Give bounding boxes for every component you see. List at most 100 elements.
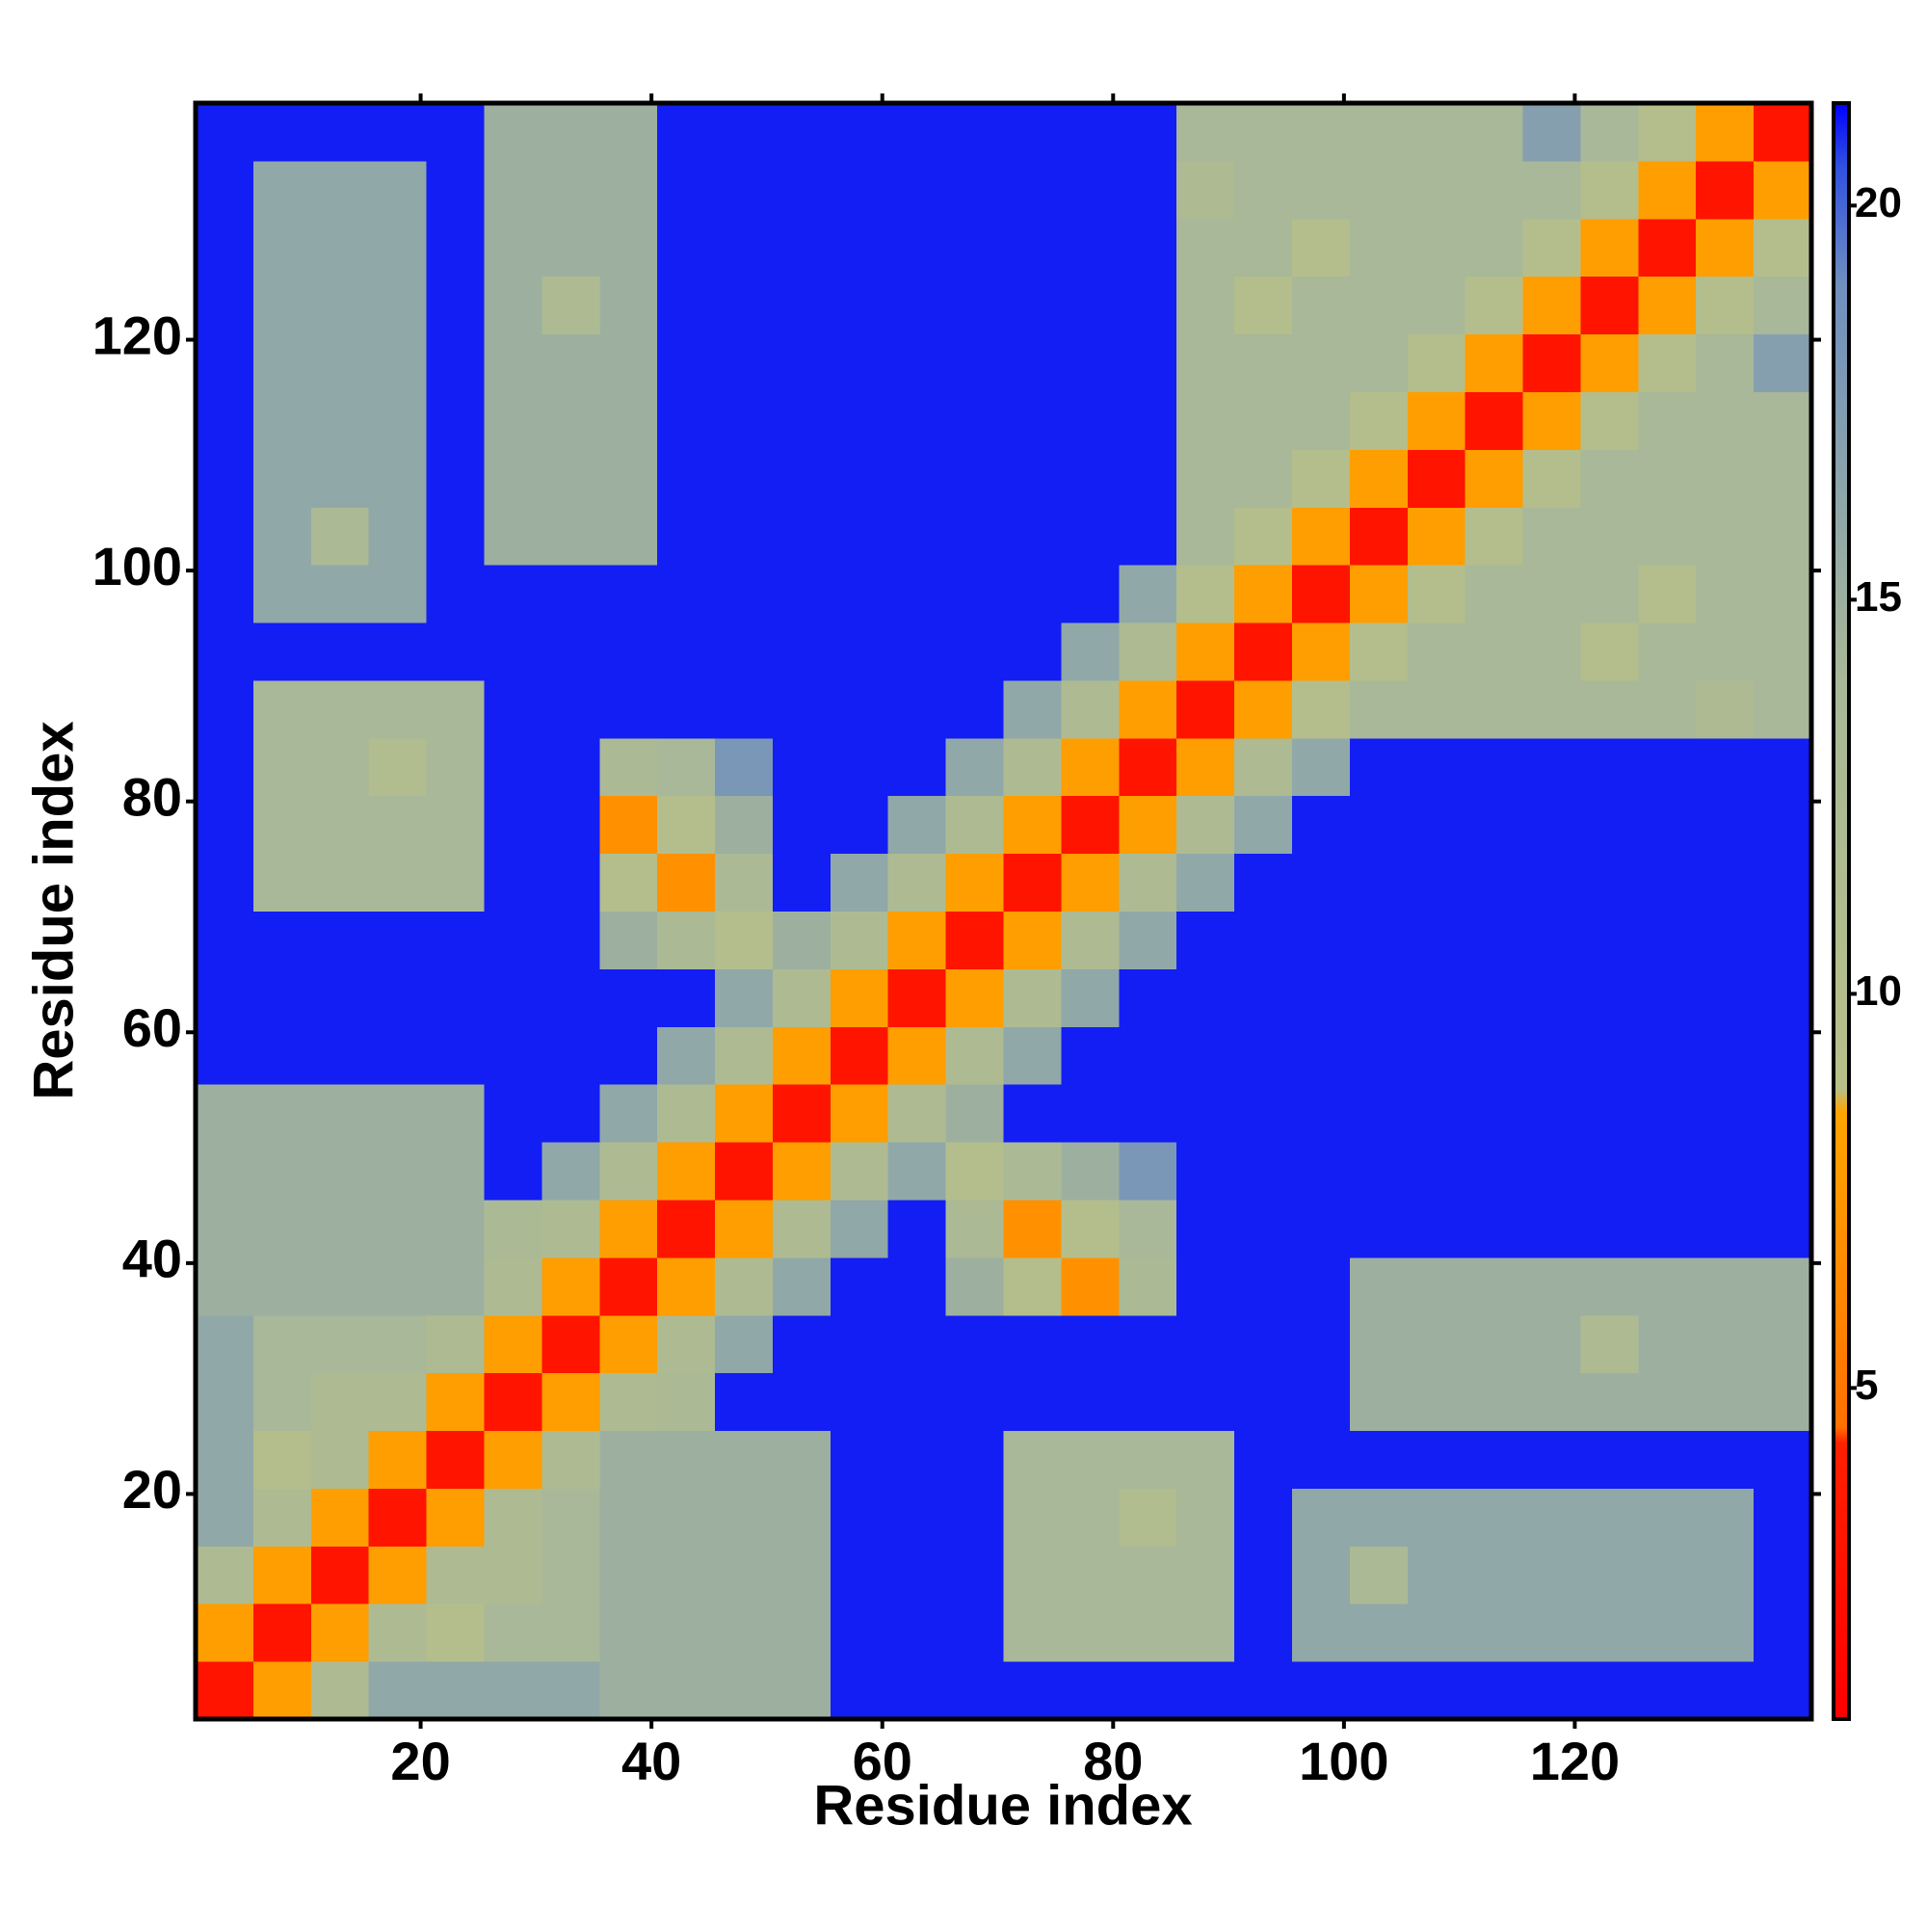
heatmap-cell	[1465, 103, 1524, 162]
heatmap-cell	[887, 795, 947, 855]
heatmap-cell	[887, 507, 947, 566]
heatmap-cell	[1003, 968, 1062, 1027]
heatmap-cell	[945, 1314, 1004, 1374]
heatmap-cell	[657, 968, 716, 1027]
colorbar-tick-label: 10	[1855, 967, 1902, 1015]
heatmap-cell	[1580, 968, 1639, 1027]
heatmap-cell	[1696, 449, 1755, 508]
heatmap-cell	[1638, 333, 1697, 392]
heatmap-cell	[484, 333, 542, 392]
heatmap-cell	[484, 1488, 542, 1547]
heatmap-cell	[484, 1603, 542, 1662]
x-tick-label: 80	[1083, 1731, 1143, 1791]
heatmap-cell	[1638, 968, 1697, 1027]
heatmap-cell	[1407, 1257, 1466, 1316]
heatmap-cell	[1176, 853, 1235, 912]
heatmap-cell	[426, 1372, 485, 1432]
heatmap-cell	[830, 1257, 889, 1316]
heatmap-cell	[1349, 911, 1409, 969]
heatmap-cell	[945, 1488, 1004, 1547]
heatmap-cell	[1349, 1546, 1409, 1604]
heatmap-cell	[599, 507, 658, 566]
heatmap-cell	[310, 1084, 370, 1143]
heatmap-cell	[1349, 622, 1409, 681]
heatmap-cell	[1291, 622, 1351, 681]
heatmap-cell	[945, 449, 1004, 508]
heatmap-cell	[772, 1314, 832, 1374]
heatmap-cell	[1465, 679, 1524, 739]
heatmap-cell	[1003, 1026, 1062, 1085]
heatmap-cell	[1465, 1314, 1524, 1374]
heatmap-cell	[196, 1026, 254, 1085]
heatmap-cell	[252, 911, 312, 969]
x-tick-label: 100	[1299, 1731, 1388, 1791]
heatmap-cell	[772, 103, 832, 162]
heatmap-cell	[1003, 218, 1062, 278]
heatmap-cell	[657, 218, 716, 278]
heatmap-cell	[657, 1430, 716, 1489]
heatmap-cell	[887, 737, 947, 797]
heatmap-cell	[772, 333, 832, 392]
heatmap-cell	[1407, 160, 1466, 220]
heatmap-cell	[887, 1661, 947, 1720]
heatmap-cell	[1696, 1372, 1755, 1432]
heatmap-cell	[1407, 622, 1466, 681]
heatmap-cell	[1176, 1546, 1235, 1604]
heatmap-cell	[1003, 622, 1062, 681]
heatmap-cell	[1176, 1372, 1235, 1432]
heatmap-cell	[1696, 622, 1755, 681]
heatmap-cell	[1061, 968, 1120, 1027]
heatmap-cell	[1465, 507, 1524, 566]
heatmap-cell	[310, 679, 370, 739]
heatmap-cell	[1349, 1603, 1409, 1662]
heatmap-cell	[1119, 968, 1177, 1027]
heatmap-cell	[1349, 737, 1409, 797]
heatmap-cell	[252, 1372, 312, 1432]
heatmap-cell	[830, 333, 889, 392]
heatmap-cell	[1580, 1430, 1639, 1489]
colorbar-tick-label: 5	[1855, 1362, 1878, 1409]
heatmap-cell	[1349, 1314, 1409, 1374]
heatmap-cell	[1522, 853, 1581, 912]
heatmap-cell	[310, 103, 370, 162]
heatmap-cell	[310, 1661, 370, 1720]
heatmap-cell	[196, 218, 254, 278]
heatmap-cell	[252, 1661, 312, 1720]
heatmap-cell	[196, 1314, 254, 1374]
heatmap-cell	[310, 1026, 370, 1085]
heatmap-cell	[1349, 1257, 1409, 1316]
heatmap-cell	[1754, 1257, 1812, 1316]
heatmap-cell	[252, 507, 312, 566]
heatmap-cell	[1580, 853, 1639, 912]
heatmap-cell	[1291, 737, 1351, 797]
heatmap-cell	[657, 853, 716, 912]
heatmap-cell	[772, 1026, 832, 1085]
heatmap-cell	[830, 565, 889, 623]
heatmap-cell	[715, 1546, 774, 1604]
heatmap-cell	[1522, 968, 1581, 1027]
heatmap-cell	[484, 795, 542, 855]
heatmap-cell	[1003, 103, 1062, 162]
heatmap-cell	[1754, 1314, 1812, 1374]
heatmap-cell	[1176, 1603, 1235, 1662]
heatmap-cell	[1176, 968, 1235, 1027]
heatmap-cell	[426, 218, 485, 278]
heatmap-cell	[772, 1546, 832, 1604]
heatmap-cell	[1638, 391, 1697, 450]
heatmap-cell	[1638, 1142, 1697, 1201]
heatmap-cell	[252, 1257, 312, 1316]
heatmap-cell	[1522, 565, 1581, 623]
heatmap-cell	[599, 1488, 658, 1547]
heatmap-cell	[1465, 795, 1524, 855]
heatmap-cell	[1291, 449, 1351, 508]
heatmap-cell	[945, 911, 1004, 969]
heatmap-cell	[945, 1546, 1004, 1604]
heatmap-cell	[1234, 795, 1293, 855]
heatmap-cell	[1696, 218, 1755, 278]
heatmap-cell	[945, 1257, 1004, 1316]
heatmap-cell	[1291, 1199, 1351, 1258]
heatmap-cell	[1638, 1084, 1697, 1143]
heatmap-cell	[196, 1142, 254, 1201]
heatmap-cell	[1291, 1084, 1351, 1143]
heatmap-cell	[1696, 333, 1755, 392]
